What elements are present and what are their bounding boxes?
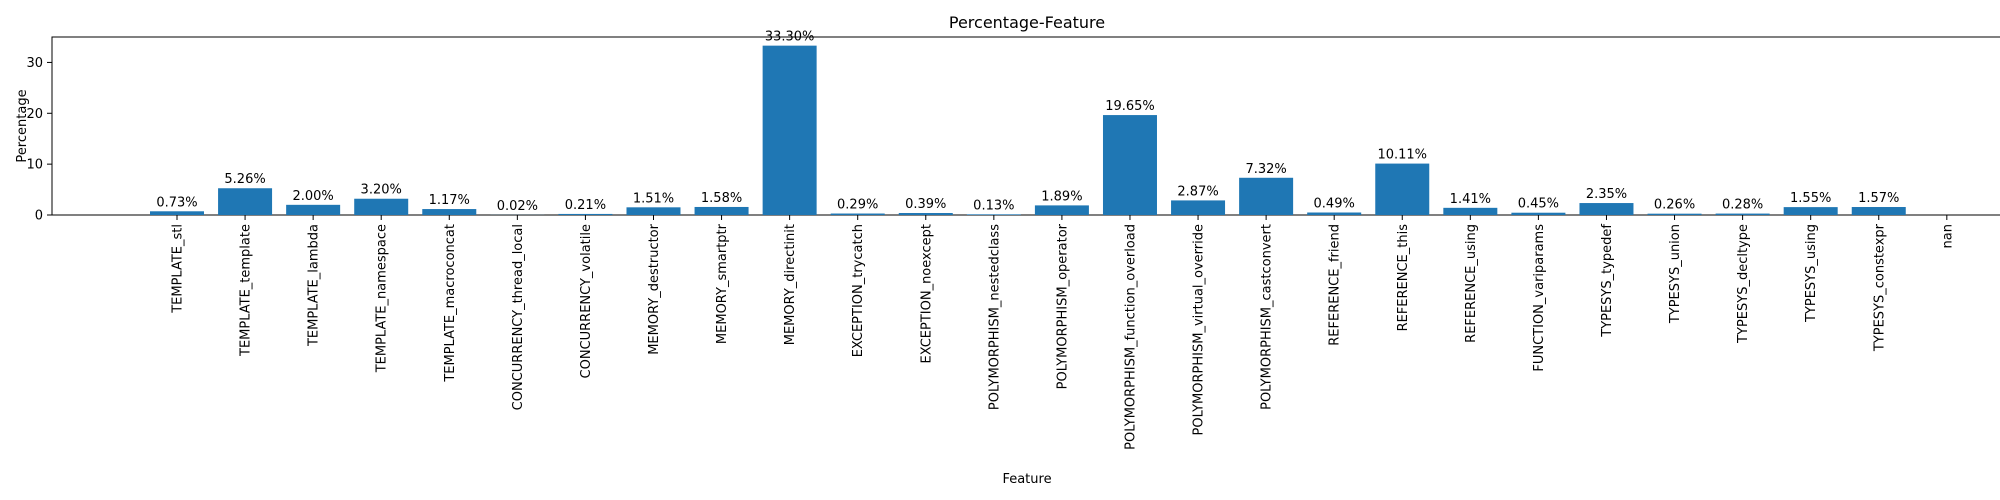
bar [830, 213, 885, 215]
chart-title: Percentage-Feature [949, 13, 1105, 32]
bar-data-label: 7.32% [1245, 162, 1286, 177]
bar-data-label: 1.58% [701, 191, 742, 206]
x-tick-label: POLYMORPHISM_function_overload [1123, 224, 1138, 450]
x-tick-label: POLYMORPHISM_operator [1055, 223, 1070, 389]
bar [218, 188, 273, 215]
x-tick-label: CONCURRENCY_volatile [579, 224, 594, 378]
x-tick-label: TEMPLATE_template [239, 224, 254, 357]
x-tick-label: CONCURRENCY_thread_local [511, 224, 526, 410]
plot-frame [51, 36, 2000, 216]
bar-data-label: 5.26% [224, 172, 265, 187]
x-tick-label: REFERENCE_using [1464, 224, 1479, 343]
bar [694, 206, 749, 215]
bar-data-label: 2.35% [1586, 187, 1627, 202]
bars-group [150, 45, 1906, 215]
x-tick-label: EXCEPTION_noexcept [919, 224, 934, 363]
bar [1783, 207, 1838, 215]
x-tick-label: TYPESYS_decltype [1736, 224, 1751, 344]
bar-data-label: 0.02% [497, 199, 538, 214]
bar [1307, 212, 1362, 215]
bar-data-label: 19.65% [1105, 99, 1155, 114]
bar-data-label: 0.28% [1722, 198, 1763, 213]
x-tick-label: EXCEPTION_trycatch [851, 224, 866, 357]
x-tick-label: TYPESYS_typedef [1600, 224, 1615, 338]
x-tick-label: TEMPLATE_lambda [307, 224, 322, 347]
bar-data-label: 2.87% [1177, 184, 1218, 199]
bar-data-label: 0.26% [1654, 198, 1695, 213]
bar [898, 213, 953, 215]
y-tick-label: 30 [26, 56, 43, 71]
bar-data-label: 33.30% [765, 30, 815, 45]
bar [422, 209, 477, 215]
x-tick-label: TEMPLATE_macroconcat [443, 224, 458, 383]
bar-data-label: 0.45% [1518, 197, 1559, 212]
bar [286, 204, 341, 215]
x-tick-label: MEMORY_smartptr [715, 223, 730, 344]
bar [966, 214, 1021, 215]
y-tick-label: 10 [26, 158, 43, 173]
bar-data-label: 10.11% [1377, 148, 1427, 163]
bar [1851, 207, 1906, 215]
x-tick-label: POLYMORPHISM_nestedclass [987, 224, 1002, 410]
bar-data-label: 0.49% [1314, 197, 1355, 212]
x-tick-label: REFERENCE_friend [1328, 224, 1343, 346]
bar [626, 207, 681, 215]
bar-data-label: 0.39% [905, 197, 946, 212]
x-tick-label: TYPESYS_constexpr [1872, 223, 1887, 352]
bar [1511, 212, 1566, 215]
x-tick-label: REFERENCE_this [1396, 224, 1411, 332]
bar [1647, 213, 1702, 215]
bar-data-label: 1.17% [429, 193, 470, 208]
bar [1239, 177, 1294, 215]
x-tick-label: MEMORY_destructor [647, 223, 662, 354]
x-tick-label: TEMPLATE_stl [171, 224, 186, 314]
bar-data-label: 1.89% [1041, 189, 1082, 204]
y-tick-label: 0 [35, 209, 43, 224]
bar [1102, 115, 1157, 215]
bar [1579, 203, 1634, 215]
bar-data-label: 2.00% [292, 189, 333, 204]
bar-data-label: 0.21% [565, 198, 606, 213]
bar [558, 213, 613, 215]
bar [1171, 200, 1226, 215]
bar-data-label: 1.51% [633, 191, 674, 206]
bar [150, 211, 204, 215]
x-tick-label: nan [1940, 224, 1955, 248]
x-tick-label: POLYMORPHISM_virtual_override [1192, 224, 1207, 435]
y-tick-label: 20 [26, 107, 43, 122]
x-tick-label: MEMORY_directinit [783, 224, 798, 345]
bar [1715, 213, 1770, 215]
bar-data-label: 1.57% [1858, 191, 1899, 206]
bar-data-label: 3.20% [361, 183, 402, 198]
bar-labels-group: 0.73% 5.26% 2.00% 3.20% 1.17% 0.02% 0.21% 1.51%… [156, 30, 1899, 214]
x-tick-label: POLYMORPHISM_castconvert [1260, 224, 1275, 410]
bar [354, 198, 409, 215]
bar-data-label: 1.55% [1790, 191, 1831, 206]
bar [1375, 163, 1430, 215]
bar [1034, 205, 1089, 215]
x-axis-label: Feature [1002, 472, 1051, 487]
bar-data-label: 0.13% [973, 198, 1014, 213]
bar-data-label: 0.73% [156, 195, 197, 210]
x-tick-label: TYPESYS_union [1668, 224, 1683, 324]
bar-data-label: 0.29% [837, 198, 878, 213]
bar [1443, 207, 1498, 215]
x-tick-label: TEMPLATE_namespace [375, 224, 390, 373]
y-axis-label: Percentage [15, 89, 30, 162]
bar-data-label: 1.41% [1450, 192, 1491, 207]
x-tick-label: FUNCTION_variparams [1532, 224, 1547, 372]
y-axis: 0 10 20 30 [26, 56, 52, 224]
x-axis: TEMPLATE_stl TEMPLATE_template TEMPLATE_la… [171, 215, 1955, 450]
x-tick-label: TYPESYS_using [1804, 224, 1819, 323]
bar [762, 45, 817, 215]
